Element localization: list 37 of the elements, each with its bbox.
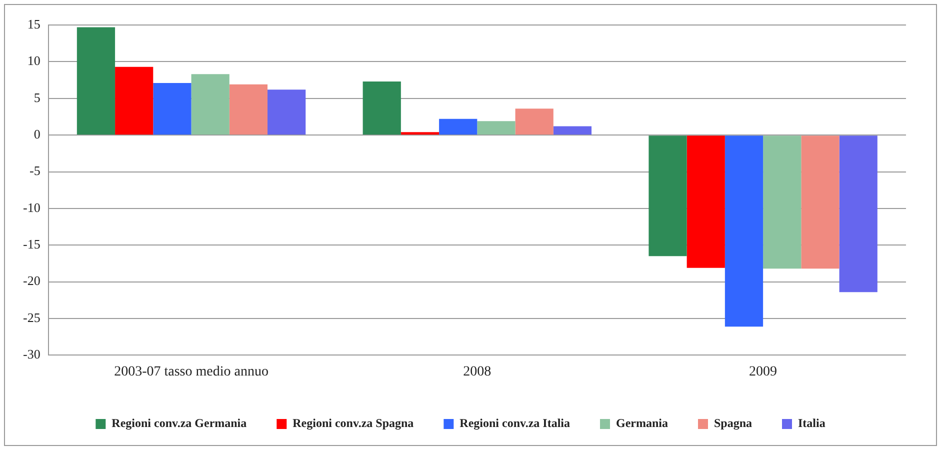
bar (553, 126, 592, 135)
y-tick-label: 15 (27, 16, 40, 32)
bar (686, 136, 725, 268)
y-tick-label: 10 (27, 53, 40, 68)
legend-label: Germania (616, 416, 668, 430)
bar (362, 82, 401, 135)
x-tick-label: 2003-07 tasso medio annuo (114, 364, 268, 380)
legend-label: Regioni conv.za Germania (112, 416, 247, 430)
x-tick-label: 2008 (463, 364, 492, 380)
bar (648, 136, 687, 256)
bar (153, 82, 192, 135)
y-tick-label: -10 (22, 200, 40, 215)
y-tick-label: 0 (34, 126, 40, 142)
bar (191, 74, 230, 135)
bar (115, 66, 154, 135)
bar (515, 108, 554, 135)
bar (268, 90, 306, 135)
x-tick-label: 2009 (749, 364, 778, 380)
bar (839, 136, 878, 292)
bar (801, 136, 840, 269)
bar (229, 84, 268, 135)
bar (763, 136, 802, 269)
y-tick-label: 5 (34, 90, 40, 105)
y-tick-label: -15 (22, 236, 40, 252)
legend-label: Regioni conv.za Spagna (292, 416, 414, 430)
legend-label: Spagna (714, 416, 752, 430)
bar (400, 132, 440, 135)
bar (724, 136, 764, 327)
legend-label: Regioni conv.za Italia (460, 416, 570, 430)
y-tick-label: -30 (22, 346, 40, 362)
bar (76, 27, 116, 135)
y-tick-label: -25 (22, 310, 40, 325)
legend-label: Italia (798, 416, 826, 430)
bar (439, 118, 478, 135)
y-tick-label: -5 (29, 163, 40, 178)
bar (477, 121, 516, 135)
y-tick-label: -20 (22, 273, 40, 288)
